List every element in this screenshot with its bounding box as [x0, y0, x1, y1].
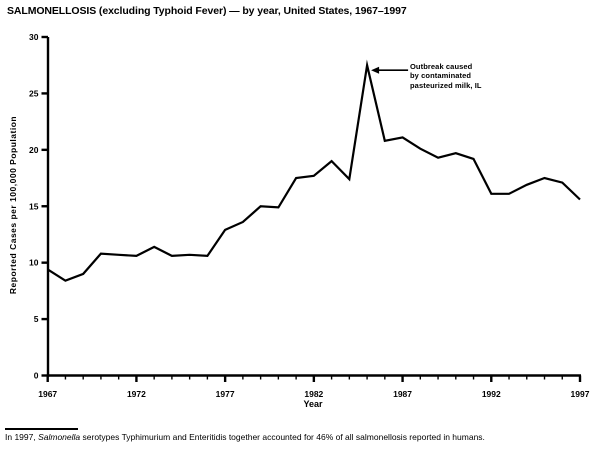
x-axis-title: Year [303, 399, 323, 409]
y-axis-title: Reported Cases per 100,000 Population [8, 115, 18, 295]
y-tick-label: 0 [34, 371, 39, 381]
data-line [47, 59, 581, 282]
y-tick-label: 20 [29, 145, 39, 155]
x-tick-label: 1997 [571, 389, 590, 399]
footnote: In 1997, Salmonella serotypes Typhimuriu… [5, 432, 485, 442]
outbreak-annotation-line3: pasteurized milk, IL [410, 80, 482, 90]
y-tick-label: 15 [29, 201, 39, 211]
footnote-separator-rule [5, 428, 78, 430]
outbreak-annotation-line1: Outbreak caused [410, 62, 473, 71]
footnote-prefix: In 1997, [5, 431, 39, 442]
x-tick-label: 1992 [482, 389, 501, 399]
footnote-rest: serotypes Typhimurium and Enteritidis to… [80, 431, 485, 442]
x-tick-label: 1987 [393, 389, 412, 399]
y-tick-label: 25 [29, 88, 39, 98]
x-tick-label: 1972 [127, 389, 146, 399]
y-tick-label: 5 [34, 314, 39, 324]
chart-title: SALMONELLOSIS (excluding Typhoid Fever) … [7, 5, 407, 17]
footnote-salmonella-italic: Salmonella [38, 431, 81, 442]
annotation-arrowhead [371, 66, 380, 74]
y-tick-label: 30 [29, 32, 39, 42]
outbreak-annotation-line2: by contaminated [410, 71, 472, 81]
outbreak-annotation: Outbreak caused by contaminated pasteuri… [410, 62, 482, 90]
x-tick-label: 1977 [216, 389, 235, 399]
x-tick-label: 1967 [38, 389, 57, 399]
x-tick-label: 1982 [304, 389, 323, 399]
y-tick-label: 10 [29, 258, 39, 268]
